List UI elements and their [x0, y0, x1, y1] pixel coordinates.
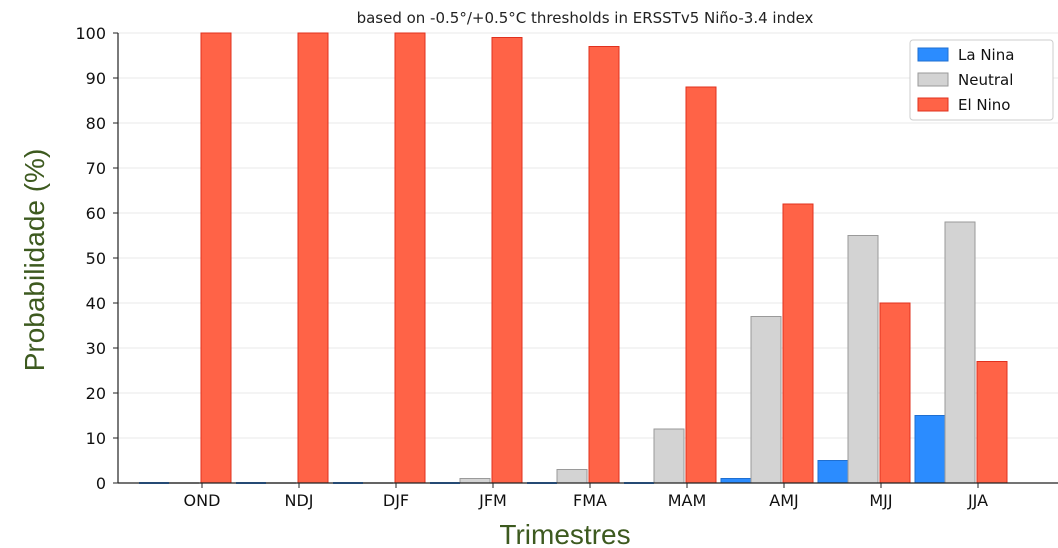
bar-la-nina-amj	[720, 478, 752, 484]
y-tick-label: 40	[86, 294, 106, 313]
y-tick-label: 10	[86, 429, 106, 448]
y-axis-title: Probabilidade (%)	[19, 149, 50, 372]
bar-el-nino-ndj	[297, 32, 329, 484]
legend-swatch-la-nina	[917, 47, 949, 62]
y-tick-label: 0	[96, 474, 106, 493]
bar-neutral-fma	[556, 469, 588, 484]
y-tick-label: 60	[86, 204, 106, 223]
y-tick-label: 50	[86, 249, 106, 268]
bar-el-nino-mjj	[879, 302, 911, 484]
x-tick-label: AMJ	[769, 491, 798, 510]
chart-title: based on -0.5°/+0.5°C thresholds in ERSS…	[357, 9, 814, 27]
x-tick-label: JJA	[967, 491, 988, 510]
bar-el-nino-fma	[588, 46, 620, 484]
x-tick-label: MAM	[668, 491, 707, 510]
y-tick-label: 70	[86, 159, 106, 178]
x-tick-label: JFM	[478, 491, 507, 510]
bar-neutral-jja	[944, 221, 976, 484]
bar-el-nino-jfm	[491, 37, 523, 484]
bar-el-nino-mam	[685, 86, 717, 484]
bar-neutral-mjj	[847, 235, 879, 484]
bar-el-nino-amj	[782, 203, 814, 484]
x-tick-label: OND	[184, 491, 221, 510]
y-ticks: 0 10 20 30 40 50 60 70 80 90 100	[75, 24, 118, 493]
y-tick-label: 80	[86, 114, 106, 133]
bar-neutral-jfm	[459, 478, 491, 484]
bar-el-nino-jja	[976, 361, 1008, 484]
bar-el-nino-djf	[394, 32, 426, 484]
legend-label: Neutral	[958, 71, 1013, 89]
legend-swatch-el-nino	[917, 97, 949, 112]
x-tick-label: DJF	[383, 491, 409, 510]
bar-la-nina-jja	[914, 415, 946, 484]
legend: La Nina Neutral El Nino	[909, 39, 1054, 121]
legend-swatch-neutral	[917, 72, 949, 87]
y-tick-label: 90	[86, 69, 106, 88]
y-tick-label: 20	[86, 384, 106, 403]
bar-neutral-mam	[653, 428, 685, 484]
y-tick-label: 30	[86, 339, 106, 358]
bar-el-nino-ond	[200, 32, 232, 484]
legend-label: El Nino	[958, 96, 1011, 114]
x-tick-label: FMA	[573, 491, 607, 510]
x-tick-label: MJJ	[869, 491, 892, 510]
legend-label: La Nina	[958, 46, 1014, 64]
bar-la-nina-mjj	[817, 460, 849, 484]
bars	[139, 32, 1008, 484]
y-tick-label: 100	[75, 24, 106, 43]
x-ticks: OND NDJ DJF JFM FMA MAM AMJ MJJ JJA	[184, 483, 988, 510]
grid-lines	[118, 32, 1058, 439]
x-axis-title: Trimestres	[499, 519, 630, 548]
bar-neutral-amj	[750, 316, 782, 484]
x-tick-label: NDJ	[284, 491, 313, 510]
